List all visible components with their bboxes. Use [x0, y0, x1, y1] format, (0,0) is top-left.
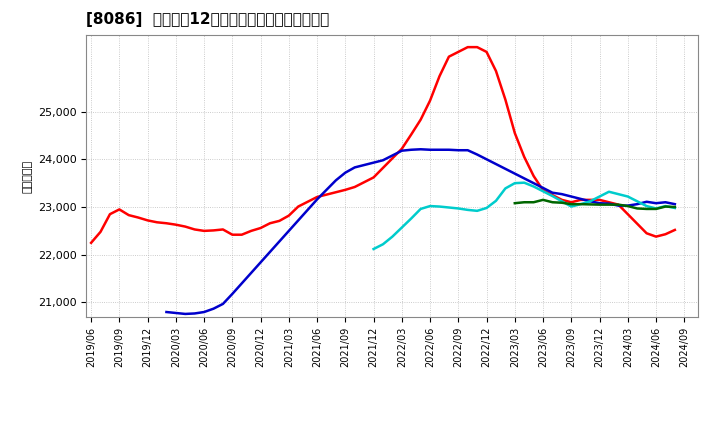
7年	[397, 225, 406, 230]
7年	[614, 191, 623, 197]
7年	[652, 206, 660, 211]
Line: 3年: 3年	[91, 47, 675, 243]
7年	[661, 203, 670, 209]
5年	[181, 311, 189, 316]
10年	[539, 197, 547, 202]
7年	[539, 189, 547, 194]
5年	[162, 309, 171, 315]
3年	[87, 240, 96, 246]
Y-axis label: （百万円）: （百万円）	[22, 159, 32, 193]
3年	[266, 220, 274, 226]
10年	[557, 200, 566, 205]
5年	[416, 147, 425, 152]
7年	[464, 207, 472, 213]
7年	[473, 208, 482, 213]
3年	[661, 231, 670, 237]
10年	[529, 200, 538, 205]
5年	[266, 249, 274, 254]
7年	[586, 198, 595, 204]
7年	[435, 204, 444, 209]
10年	[567, 202, 575, 207]
7年	[577, 202, 585, 207]
7年	[595, 194, 604, 199]
10年	[605, 202, 613, 207]
7年	[407, 216, 415, 221]
10年	[624, 203, 632, 209]
10年	[520, 200, 528, 205]
7年	[454, 206, 463, 211]
7年	[548, 194, 557, 199]
7年	[379, 242, 387, 247]
10年	[652, 206, 660, 212]
3年	[501, 97, 510, 102]
10年	[670, 205, 679, 210]
3年	[379, 165, 387, 171]
3年	[247, 228, 256, 234]
7年	[444, 205, 453, 210]
10年	[577, 202, 585, 207]
7年	[416, 206, 425, 212]
Line: 10年: 10年	[515, 200, 675, 209]
5年	[360, 162, 369, 168]
7年	[369, 246, 378, 252]
10年	[614, 202, 623, 207]
10年	[661, 204, 670, 209]
7年	[510, 180, 519, 186]
5年	[633, 202, 642, 207]
5年	[670, 202, 679, 207]
10年	[586, 202, 595, 207]
7年	[501, 186, 510, 191]
5年	[661, 200, 670, 205]
7年	[557, 198, 566, 204]
10年	[595, 202, 604, 207]
7年	[482, 205, 491, 211]
7年	[633, 198, 642, 204]
7年	[624, 194, 632, 199]
5年	[228, 291, 237, 297]
7年	[520, 180, 528, 185]
5年	[294, 218, 302, 223]
7年	[567, 204, 575, 209]
10年	[642, 206, 651, 212]
7年	[426, 203, 434, 209]
7年	[492, 198, 500, 203]
3年	[464, 44, 472, 50]
7年	[529, 184, 538, 189]
7年	[642, 203, 651, 209]
Text: [8086]  経常利益12か月移動合計の平均値の推移: [8086] 経常利益12か月移動合計の平均値の推移	[86, 12, 330, 27]
10年	[510, 201, 519, 206]
7年	[670, 205, 679, 211]
7年	[388, 234, 397, 239]
10年	[633, 206, 642, 211]
7年	[605, 189, 613, 194]
3年	[360, 180, 369, 185]
Line: 7年: 7年	[374, 183, 675, 249]
3年	[670, 227, 679, 233]
10年	[548, 200, 557, 205]
Line: 5年: 5年	[166, 149, 675, 314]
